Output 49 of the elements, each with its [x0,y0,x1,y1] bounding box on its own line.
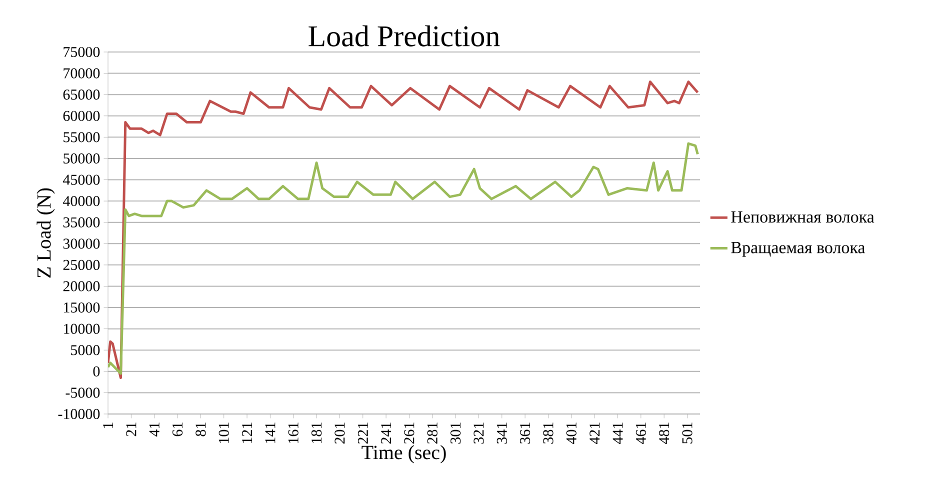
y-tick-label: 50000 [64,153,100,164]
y-tick-label: 75000 [64,46,100,58]
x-tick-label: 481 [659,422,670,444]
x-tick-label: 441 [612,422,623,444]
x-tick-label: 501 [682,422,692,444]
legend-label: Вращаемая волока [731,242,865,257]
y-axis-title: Z Load (N) [36,188,55,278]
x-axis-title: Time (sec) [362,445,446,464]
x-tick-label: 221 [358,422,368,444]
x-tick-label: 361 [520,422,530,444]
y-tick-label: 30000 [63,238,100,249]
y-tick-label: 65000 [63,90,100,100]
y-tick-label: 0 [93,366,100,376]
x-tick-label: 1 [103,422,113,428]
x-tick-label: 461 [636,422,646,444]
x-tick-label: 161 [288,422,298,443]
x-tick-label: 301 [450,422,461,444]
x-tick-label: 81 [196,422,206,436]
x-tick-label: 421 [590,422,600,444]
x-tick-label: 281 [427,422,438,444]
y-tick-label: 20000 [63,281,100,292]
y-tick-label: 60000 [63,110,100,121]
x-tick-label: 61 [172,422,183,436]
x-tick-label: 201 [334,422,345,444]
y-tick-label: 10000 [64,324,100,334]
x-tick-label: 121 [242,422,252,443]
y-tick-label: 5000 [71,345,100,356]
x-tick-label: 321 [474,422,484,444]
x-tick-label: 241 [381,422,392,444]
y-tick-label: 45000 [63,174,100,185]
x-tick-label: 21 [126,422,136,436]
x-tick-label: 261 [404,422,414,444]
y-tick-label: 40000 [63,196,100,206]
x-tick-label: 41 [149,422,160,436]
y-tick-label: -5000 [66,388,100,398]
x-tick-label: 141 [265,422,276,443]
x-tick-label: 401 [566,422,576,444]
y-tick-label: -10000 [58,408,100,420]
x-tick-label: 181 [311,422,322,443]
chart-title: Load Prediction [308,25,500,46]
y-tick-label: 55000 [64,132,100,142]
legend-label: Неповижная волока [731,211,874,223]
y-tick-label: 15000 [64,302,100,313]
y-tick-label: 25000 [63,260,100,270]
x-tick-label: 381 [543,422,554,444]
x-tick-label: 101 [218,422,229,443]
y-tick-label: 70000 [64,68,100,78]
y-tick-label: 35000 [63,217,100,228]
x-tick-label: 341 [496,422,507,444]
